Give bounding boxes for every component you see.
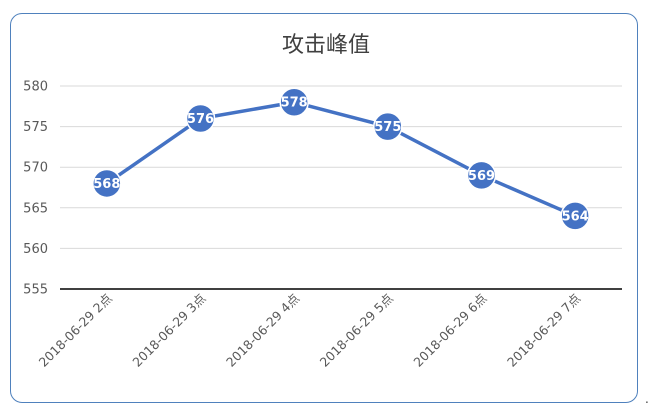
x-axis-ticks: 2018-06-29 2点 2018-06-29 3点 2018-06-29 4点 2… [36,291,584,370]
y-tick-label: 575 [23,120,48,135]
data-label: 569 [468,169,495,184]
y-tick-label: 560 [23,242,48,257]
series-line [105,100,577,218]
series-group: 568 576 578 575 569 564 [92,87,590,231]
data-point [92,168,122,199]
x-tick-label: 2018-06-29 5点 [317,291,396,370]
x-tick-label: 2018-06-29 4点 [223,291,302,370]
chart-title: 攻击峰值 [282,33,370,58]
data-label: 576 [187,112,214,127]
x-tick-label: 2018-06-29 7点 [504,291,583,370]
grid-lines [60,85,622,290]
data-label: 575 [374,120,401,135]
data-point [373,111,403,142]
y-tick-label: 580 [23,80,48,95]
data-label: 568 [93,177,120,192]
data-point [466,160,497,191]
data-label: 578 [281,96,308,111]
x-tick-label: 2018-06-29 3点 [129,291,208,370]
y-tick-label: 565 [23,201,48,216]
chart-title-group: 攻击峰值 [282,33,370,58]
data-point [185,103,216,134]
data-point [560,201,590,231]
x-tick-label: 2018-06-29 2点 [36,291,115,370]
data-point [279,87,309,117]
trailing-mark: . [645,392,649,406]
y-tick-label: 555 [23,283,48,298]
y-tick-label: 570 [23,161,48,176]
y-axis-ticks: 555 560 565 570 575 580 [23,80,48,298]
x-tick-label: 2018-06-29 6点 [410,291,489,370]
data-label: 564 [562,209,589,224]
